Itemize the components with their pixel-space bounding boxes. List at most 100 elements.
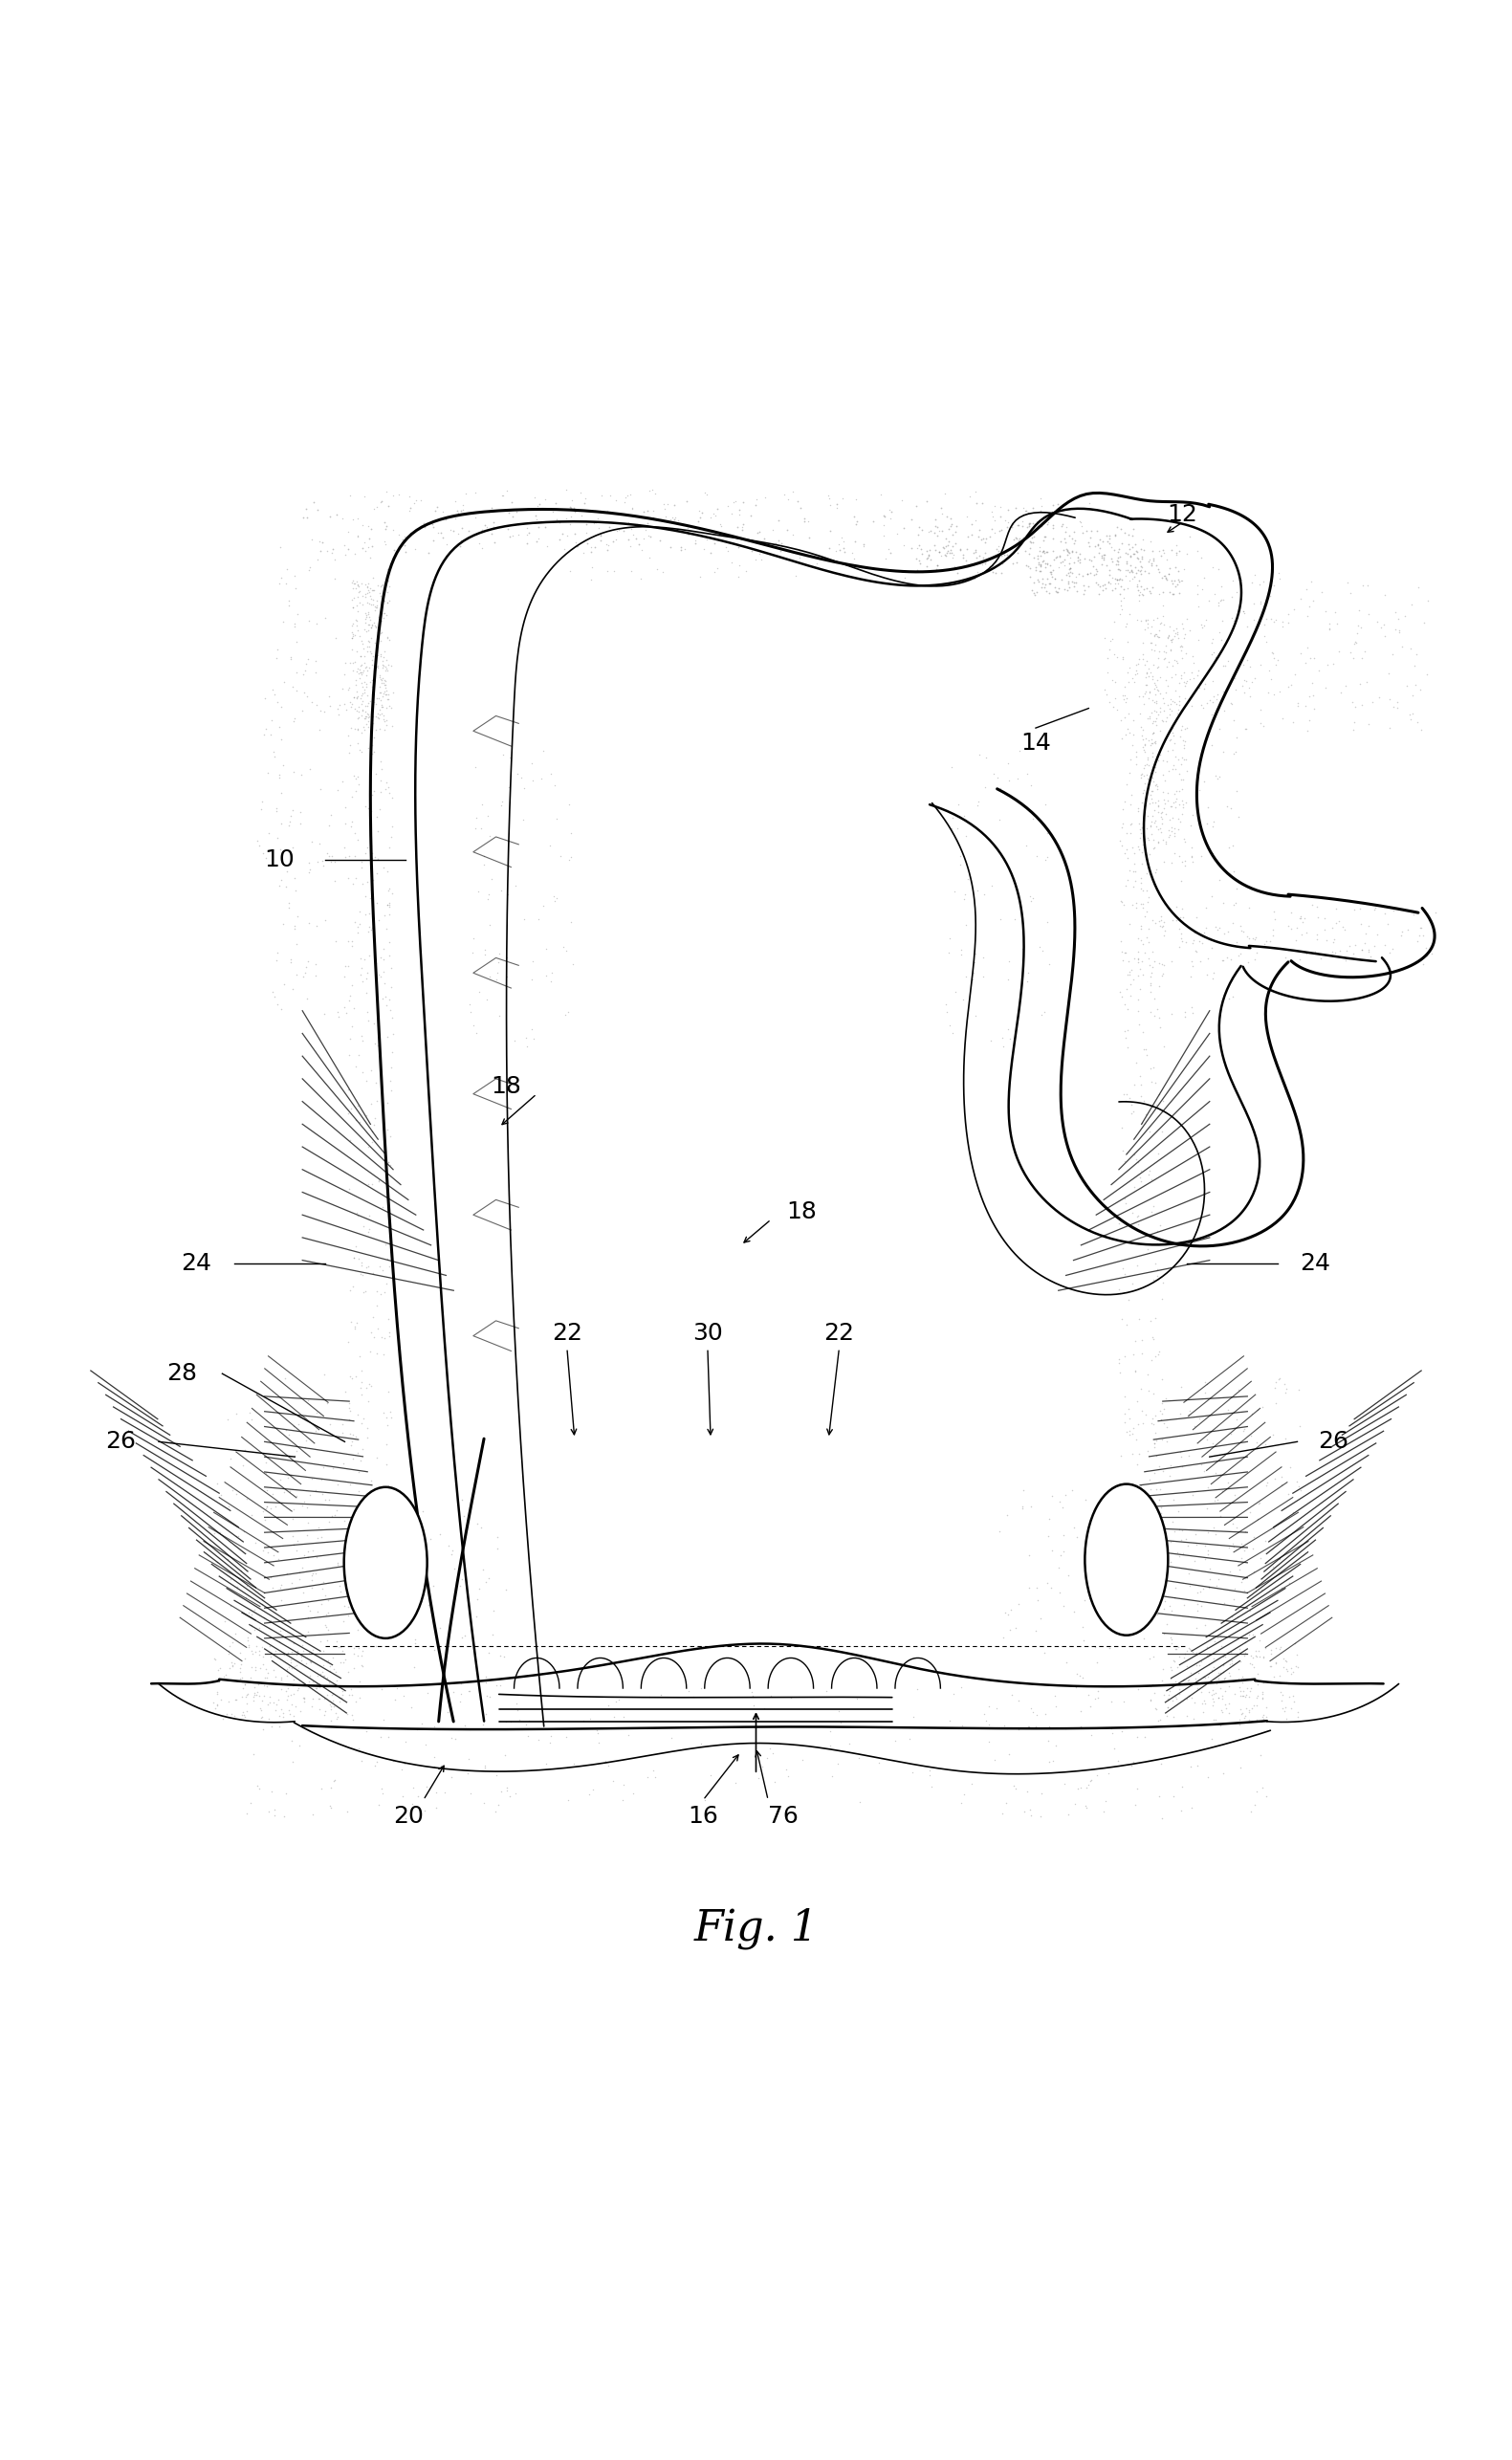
Point [1193,664,1217,704]
Point [1087,529,1111,568]
Point [1154,561,1178,600]
Point [1117,954,1142,994]
Point [364,679,389,718]
Point [1142,1424,1166,1464]
Point [488,1665,513,1705]
Point [1148,632,1172,672]
Point [1145,1587,1169,1626]
Point [292,1678,316,1717]
Point [1184,932,1208,972]
Point [1111,790,1136,829]
Point [1140,723,1164,763]
Point [1143,701,1167,740]
Point [307,1663,331,1702]
Point [1152,1675,1176,1715]
Point [503,866,528,905]
Point [376,561,401,600]
Point [1229,1538,1253,1577]
Point [1234,1624,1258,1663]
Point [1235,918,1259,957]
Point [339,1464,363,1503]
Point [372,1545,396,1584]
Point [1154,1422,1178,1461]
Point [234,1577,259,1616]
Point [1092,669,1116,708]
Point [240,1734,265,1774]
Point [1267,554,1291,593]
Point [1184,898,1208,937]
Point [526,900,550,940]
Point [1110,807,1134,846]
Point [310,1461,334,1501]
Point [1158,817,1182,856]
Point [322,558,346,598]
Point [1110,524,1134,563]
Point [1113,1255,1137,1294]
Point [637,517,661,556]
Point [1148,1446,1172,1486]
Point [918,531,942,571]
Point [516,1717,540,1756]
Point [907,541,931,581]
Point [1157,1456,1181,1496]
Point [343,659,367,699]
Point [1113,1011,1137,1050]
Point [373,977,398,1016]
Point [378,1060,402,1100]
Point [1114,969,1139,1009]
Point [632,519,656,558]
Point [1232,1560,1256,1599]
Point [339,1670,363,1710]
Point [1084,1643,1108,1683]
Point [234,1690,259,1729]
Point [351,1272,375,1311]
Point [986,526,1010,566]
Point [325,1545,349,1584]
Point [1273,1419,1297,1459]
Point [1099,526,1123,566]
Point [1241,583,1266,622]
Point [1016,1707,1040,1747]
Point [349,677,373,716]
Point [1193,558,1217,598]
Point [404,1624,428,1663]
Point [587,1715,611,1754]
Point [1111,568,1136,608]
Point [1344,613,1368,652]
Point [289,1638,313,1678]
Point [304,652,328,691]
Point [1343,622,1367,662]
Point [352,686,376,726]
Point [1244,918,1269,957]
Point [275,1651,299,1690]
Point [1343,704,1367,743]
Point [1181,795,1205,834]
Point [500,517,525,556]
Point [372,1478,396,1518]
Point [900,529,924,568]
Point [1120,554,1145,593]
Point [1160,531,1184,571]
Point [1276,1663,1300,1702]
Point [398,490,422,529]
Point [440,1530,464,1569]
Point [945,554,969,593]
Point [1064,1518,1089,1557]
Point [1204,637,1228,677]
Point [788,531,812,571]
Point [1220,1641,1244,1680]
Point [1261,915,1285,954]
Point [1241,1518,1266,1557]
Point [727,546,751,585]
Point [544,499,569,539]
Point [1145,807,1169,846]
Point [1123,883,1148,922]
Point [1070,1658,1095,1697]
Point [333,536,357,576]
Point [313,598,337,637]
Point [1148,674,1172,713]
Point [1220,977,1244,1016]
Point [1151,1451,1175,1491]
Point [1161,731,1185,770]
Point [1276,930,1300,969]
